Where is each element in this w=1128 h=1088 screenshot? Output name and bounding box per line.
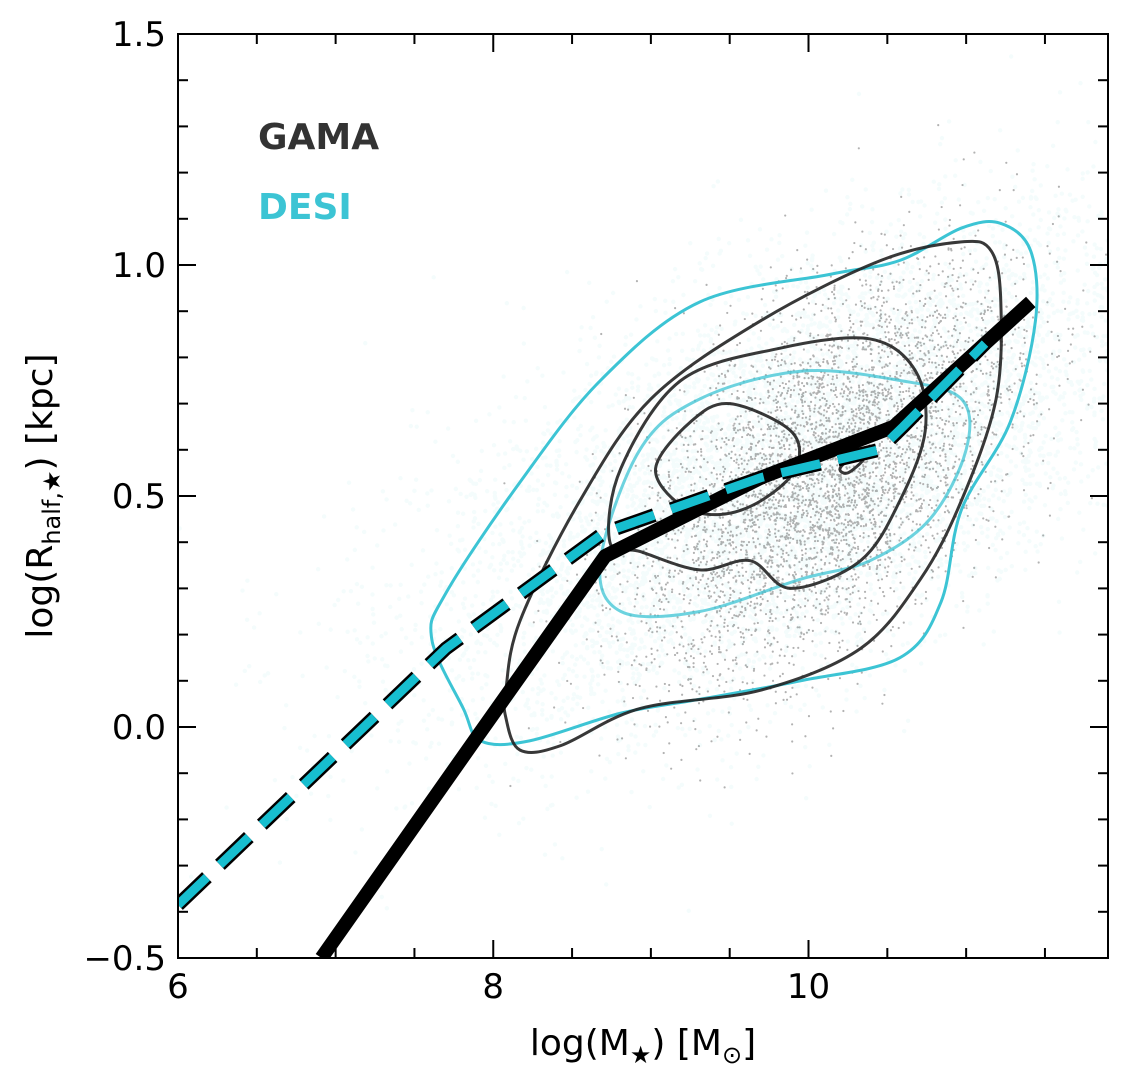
x-axis-label: log(M★) [M⊙]	[530, 1023, 756, 1069]
legend-desi: DESI	[258, 187, 352, 228]
legend-gama: GAMA	[258, 117, 379, 158]
y-tick-label: 0.5	[112, 477, 166, 517]
y-axis-label: log(Rhalf,★) [kpc]	[20, 353, 66, 638]
median-relations	[178, 302, 1031, 958]
x-tick-label: 6	[167, 967, 189, 1007]
y-tick-label: −0.5	[83, 939, 166, 979]
y-tick-label: 0.0	[112, 708, 166, 748]
x-tick-label: 10	[787, 967, 830, 1007]
scatter-points	[503, 1, 1128, 788]
scatter-cloud-gama	[503, 1, 1128, 788]
x-tick-label: 8	[482, 967, 504, 1007]
y-tick-label: 1.0	[112, 246, 166, 286]
y-tick-label: 1.5	[112, 15, 166, 55]
